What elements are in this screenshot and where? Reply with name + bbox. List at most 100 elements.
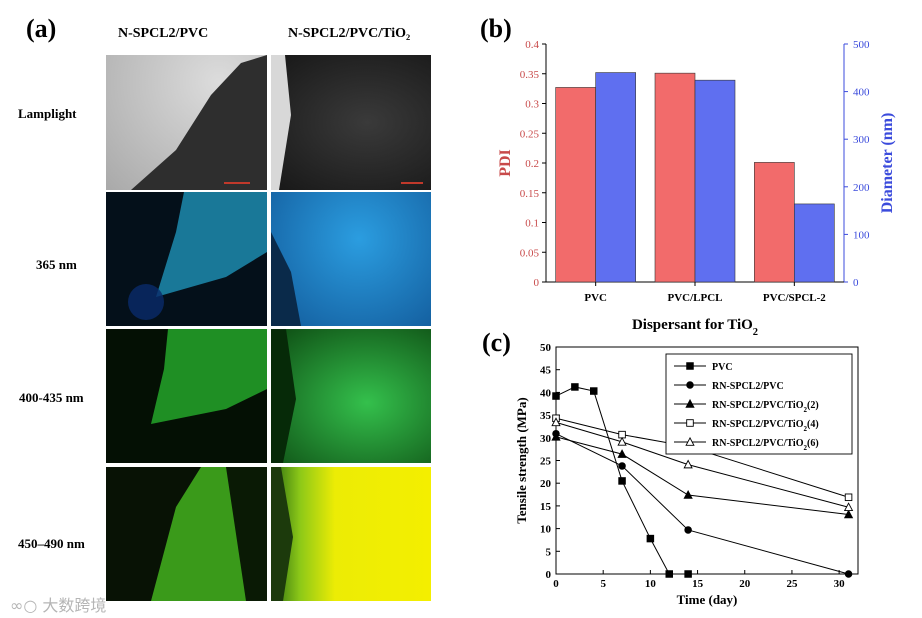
- legend-marker: [686, 381, 694, 389]
- x-tick-label: 20: [739, 578, 751, 590]
- y-tick-label: 0.05: [520, 247, 540, 259]
- legend-label: RN-SPCL2/PVC/TiO2(6): [712, 438, 819, 452]
- edge-shape: [226, 467, 267, 601]
- panel-a-label: (a): [26, 14, 57, 43]
- data-point: [683, 459, 693, 469]
- watermark: ∞○ 大数跨境: [10, 592, 106, 616]
- bar-chart-pdi-diameter: 0 0.05 0.1 0.15 0.2 0.25 0.3 0.35 0.4 0 100 200 300 4…: [497, 39, 896, 338]
- sample-shape: [151, 329, 267, 424]
- series-line: [555, 436, 849, 516]
- y-tick-label: 0.25: [520, 128, 540, 140]
- data-point: [843, 502, 854, 512]
- legend-marker: [686, 362, 694, 370]
- y-tick-label: 0.4: [525, 39, 539, 51]
- y-tick-label: 0: [534, 277, 540, 289]
- data-point: [683, 489, 693, 499]
- edge-shape: [271, 232, 301, 326]
- micrograph-400-tio2: [271, 329, 431, 463]
- x-tick-label: 15: [692, 578, 704, 590]
- data-point: [684, 570, 692, 578]
- data-point: [551, 417, 561, 427]
- bar-pdi: [555, 87, 596, 283]
- data-point: [844, 570, 853, 578]
- legend-label: RN-SPCL2/PVC: [712, 381, 784, 392]
- data-point: [589, 387, 598, 395]
- x-tick-label: 5: [600, 578, 606, 590]
- y-tick-label: 10: [540, 524, 552, 536]
- x-tick-label: PVC/LPCL: [668, 292, 723, 304]
- y-tick-label: 35: [540, 410, 552, 422]
- y-right-tick-label: 0: [853, 277, 859, 289]
- bar-pdi: [754, 162, 795, 283]
- micrograph-lamp-pvc: [106, 55, 267, 190]
- watermark-logo-icon: ∞○: [10, 596, 38, 615]
- legend-marker: [686, 419, 694, 427]
- panel-b-label: (b): [480, 14, 512, 43]
- x-tick-label: 10: [645, 578, 657, 590]
- y-right-tick-label: 300: [853, 134, 870, 146]
- data-point: [617, 449, 627, 458]
- glow-spot: [128, 284, 164, 320]
- data-point: [618, 477, 626, 485]
- micrograph-365-pvc: [106, 192, 267, 326]
- y-axis-title: Tensile strength (MPa): [514, 397, 529, 523]
- y-tick-label: 40: [540, 387, 552, 399]
- bar-diameter: [694, 79, 736, 283]
- y-tick-label: 0: [546, 569, 552, 581]
- y-axis-title: PDI: [497, 149, 514, 177]
- line-chart-tensile-strength: 0 5 10 15 20 25 30 35 40 45 50 0 5 10 15 20 25 30 Time (da…: [514, 342, 859, 607]
- series-line: [555, 417, 849, 498]
- data-point: [843, 509, 854, 519]
- micrograph-365-tio2: [271, 192, 431, 326]
- row-label-450-490: 450–490 nm: [18, 536, 85, 551]
- y-tick-label: 0.35: [520, 69, 540, 81]
- row-label-365: 365 nm: [36, 257, 77, 272]
- y-tick-label: 0.3: [525, 99, 539, 111]
- y-right-tick-label: 500: [853, 39, 870, 51]
- edge-shape: [271, 467, 293, 601]
- y-tick-label: 15: [540, 501, 552, 513]
- column-header-2: N-SPCL2/PVC/TiO₂: [288, 26, 411, 41]
- series-line: [555, 433, 849, 575]
- micrograph-450-tio2: [271, 467, 431, 601]
- x-tick-label: 0: [553, 578, 559, 590]
- edge-shape: [271, 329, 296, 463]
- bar-diameter: [794, 203, 835, 283]
- x-axis-title: Dispersant for TiO2: [632, 317, 758, 338]
- y-right-axis-title: Diameter (nm): [879, 113, 896, 214]
- y-tick-label: 0.2: [525, 158, 539, 170]
- sample-shape: [156, 192, 267, 297]
- y-right-tick-label: 400: [853, 87, 870, 99]
- y-tick-label: 25: [540, 456, 552, 468]
- bar-pdi: [654, 72, 696, 283]
- data-point: [646, 534, 655, 543]
- data-point: [571, 383, 579, 391]
- panel-c-label: (c): [482, 328, 511, 357]
- x-tick-label: 25: [786, 578, 798, 590]
- legend-label: PVC: [712, 362, 733, 373]
- micrograph-450-pvc: [106, 467, 267, 601]
- data-point: [684, 526, 692, 534]
- row-label-400-435: 400-435 nm: [19, 390, 84, 405]
- series-line: [555, 421, 849, 508]
- micrograph-400-pvc: [106, 329, 267, 463]
- data-point: [617, 436, 627, 446]
- y-tick-label: 5: [546, 546, 552, 558]
- x-tick-label: PVC: [584, 292, 607, 304]
- y-tick-label: 20: [540, 478, 552, 490]
- y-right-tick-label: 100: [853, 229, 870, 241]
- x-axis-title: Time (day): [677, 592, 738, 607]
- y-tick-label: 0.15: [520, 188, 540, 200]
- data-point: [552, 392, 560, 400]
- legend-marker: [685, 436, 695, 446]
- micrograph-lamp-tio2: [271, 55, 431, 190]
- column-header-1: N-SPCL2/PVC: [118, 26, 209, 41]
- bar-diameter: [595, 72, 636, 283]
- data-point: [618, 462, 626, 470]
- legend-label: RN-SPCL2/PVC/TiO2(4): [712, 419, 819, 433]
- y-tick-label: 45: [540, 365, 552, 377]
- y-right-tick-label: 200: [853, 182, 870, 194]
- watermark-text: 大数跨境: [42, 596, 107, 615]
- y-tick-label: 0.1: [525, 218, 539, 230]
- edge-shape: [271, 55, 291, 190]
